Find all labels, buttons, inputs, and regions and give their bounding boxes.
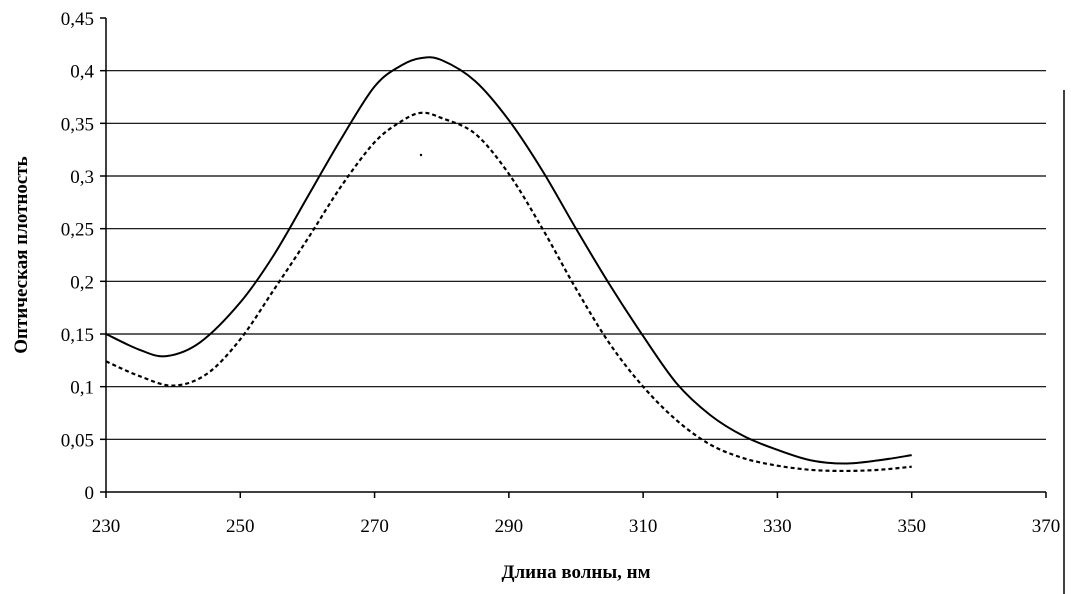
y-tick-label: 0,3 [70,167,94,188]
y-tick-label: 0,45 [61,9,94,30]
y-axis-title: Оптическая плотность [11,156,32,353]
x-tick-label: 270 [360,516,389,537]
y-tick-label: 0 [85,483,95,504]
axes [105,18,1065,594]
y-tick-label: 0,35 [61,114,94,135]
series-line-dashed [105,111,912,473]
y-tick-label: 0,15 [61,325,94,346]
x-axis-title: Длина волны, нм [501,562,650,583]
x-tick-label: 370 [1032,516,1061,537]
x-tick-label: 330 [763,516,792,537]
y-tick-label: 0,05 [61,430,94,451]
y-tick-label: 0,4 [70,62,94,83]
tick-marks [100,17,1047,498]
stray-dot [419,153,423,157]
y-tick-label: 0,25 [61,220,94,241]
x-tick-label: 310 [629,516,658,537]
x-tick-label: 230 [92,516,121,537]
series-line-solid [105,56,912,465]
gridlines [106,70,1046,440]
series-group [105,56,912,473]
y-tick-label: 0,2 [70,272,94,293]
x-tick-label: 250 [226,516,255,537]
x-tick-label: 290 [495,516,524,537]
x-tick-label: 350 [897,516,926,537]
y-tick-labels: 0 0,05 0,1 0,15 0,2 0,25 0,3 0,35 0,4 0,45 [61,9,95,504]
y-tick-label: 0,1 [70,378,94,399]
x-tick-labels: 230 250 270 290 310 330 350 370 [92,516,1061,537]
